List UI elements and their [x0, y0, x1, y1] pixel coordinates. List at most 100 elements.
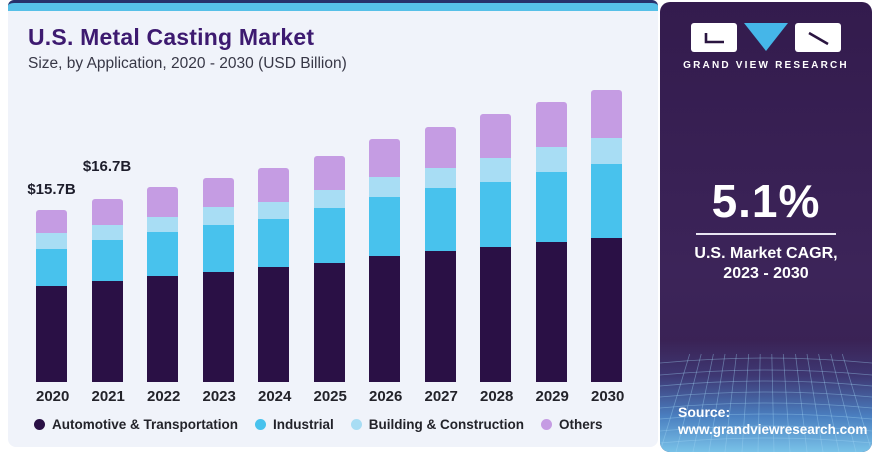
x-axis-label: 2028 — [480, 388, 514, 405]
logo-g-mark — [704, 33, 724, 44]
bar-2029 — [535, 101, 567, 382]
bar-segment — [424, 250, 456, 382]
bar-2024 — [258, 167, 289, 382]
bar-2028 — [480, 113, 511, 382]
logo-r-mark — [808, 31, 829, 46]
legend-swatch — [34, 419, 45, 430]
bar-2020: $15.7B — [27, 181, 76, 382]
legend-swatch — [255, 419, 267, 430]
source-label: Source: — [678, 404, 731, 420]
x-axis-label: 2024 — [258, 388, 292, 405]
cagr-block: 5.1% U.S. Market CAGR, 2023 - 2030 — [660, 178, 872, 284]
bar-segment — [424, 167, 456, 189]
top-accent-strip — [8, 0, 658, 11]
bar-2021: $16.7B — [83, 158, 131, 382]
legend: Automotive & Transportation Industrial Bui… — [34, 417, 603, 432]
x-axis-label: 2021 — [91, 388, 125, 405]
x-axis-label: 2025 — [313, 388, 347, 405]
bar-segment — [480, 157, 511, 182]
bar-segment — [369, 139, 400, 178]
bar-value-label: $15.7B — [27, 181, 76, 199]
bar-segment — [258, 201, 289, 220]
bar-value-label: $16.7B — [82, 158, 132, 176]
bar-segment — [258, 219, 289, 268]
bar-segment — [480, 247, 511, 382]
legend-item: Others — [541, 417, 603, 432]
legend-label: Automotive & Transportation — [52, 417, 239, 432]
bar-2022 — [147, 187, 178, 382]
x-axis-label: 2030 — [591, 388, 625, 405]
wireframe-mesh-graphic — [660, 353, 872, 452]
x-axis-label: 2026 — [369, 388, 403, 405]
bar-2025 — [313, 155, 345, 382]
brand-name: GRAND VIEW RESEARCH — [683, 60, 849, 71]
cagr-label-line1: U.S. Market CAGR, — [694, 245, 838, 262]
bar-segment — [147, 232, 178, 276]
bar-segment — [424, 188, 456, 251]
bar-segment — [91, 199, 123, 225]
legend-label: Industrial — [273, 417, 334, 432]
bar-segment — [369, 197, 400, 257]
bar-segment — [535, 242, 567, 382]
logo-r-box — [795, 23, 841, 52]
bar-2026 — [369, 139, 400, 382]
bar-segment — [202, 224, 234, 272]
page-subtitle: Size, by Application, 2020 - 2030 (USD B… — [28, 55, 347, 72]
bar-segment — [480, 113, 511, 158]
bar-segment — [591, 237, 622, 382]
bar-segment — [36, 233, 67, 249]
x-axis-label: 2027 — [424, 388, 458, 405]
page-title: U.S. Metal Casting Market — [28, 24, 315, 50]
bar-segment — [535, 172, 567, 242]
bar-segment — [91, 281, 123, 382]
logo-g-box — [691, 23, 737, 52]
bar-segment — [202, 207, 234, 225]
bar-segment — [369, 256, 400, 382]
x-axis-label: 2029 — [535, 388, 569, 405]
bar-2030 — [591, 89, 622, 382]
bar-segment — [313, 262, 345, 382]
legend-item: Building & Construction — [350, 417, 525, 432]
bars-area: $15.7B $16.7B — [27, 89, 622, 382]
bar-2023 — [202, 177, 234, 382]
x-axis-label: 2022 — [147, 388, 181, 405]
legend-item: Automotive & Transportation — [34, 417, 238, 432]
bar-segment — [313, 155, 345, 190]
bar-segment — [202, 177, 234, 207]
brand-panel: GRAND VIEW RESEARCH 5.1% U.S. Market CAG… — [660, 2, 872, 452]
bar-segment — [369, 177, 400, 198]
bar-segment — [36, 285, 67, 382]
bar-segment — [91, 239, 123, 282]
bar-segment — [147, 216, 178, 233]
legend-swatch — [541, 419, 553, 430]
x-axis-label: 2020 — [36, 388, 70, 405]
gvr-logo — [660, 23, 872, 52]
cagr-label-line2: 2023 - 2030 — [723, 265, 809, 282]
panel-bottom-gradient: Source: www.grandviewresearch.com — [660, 340, 872, 452]
bar-segment — [424, 127, 456, 168]
bar-segment — [535, 146, 567, 172]
bar-segment — [36, 210, 67, 234]
bar-segment — [36, 248, 67, 286]
bar-segment — [480, 181, 511, 248]
bar-segment — [258, 267, 289, 382]
bar-segment — [313, 208, 345, 263]
x-axis-label: 2023 — [202, 388, 236, 405]
bar-segment — [591, 138, 622, 165]
legend-label: Building & Construction — [368, 417, 525, 432]
bar-segment — [202, 271, 234, 382]
chart-card: U.S. Metal Casting Market Size, by Appli… — [8, 11, 658, 447]
cagr-divider — [696, 233, 836, 235]
bar-segment — [91, 224, 123, 240]
x-axis-labels: 2020 2021 2022 2023 2024 2025 2026 2027 2028 2029… — [36, 388, 625, 405]
bar-segment — [591, 89, 622, 139]
legend-label: Others — [559, 417, 603, 432]
bar-segment — [147, 275, 178, 382]
bar-segment — [535, 101, 567, 147]
legend-item: Industrial — [255, 417, 334, 432]
source-url: www.grandviewresearch.com — [678, 422, 868, 437]
bar-2027 — [424, 127, 456, 382]
legend-swatch — [350, 419, 362, 430]
bar-segment — [258, 167, 289, 202]
